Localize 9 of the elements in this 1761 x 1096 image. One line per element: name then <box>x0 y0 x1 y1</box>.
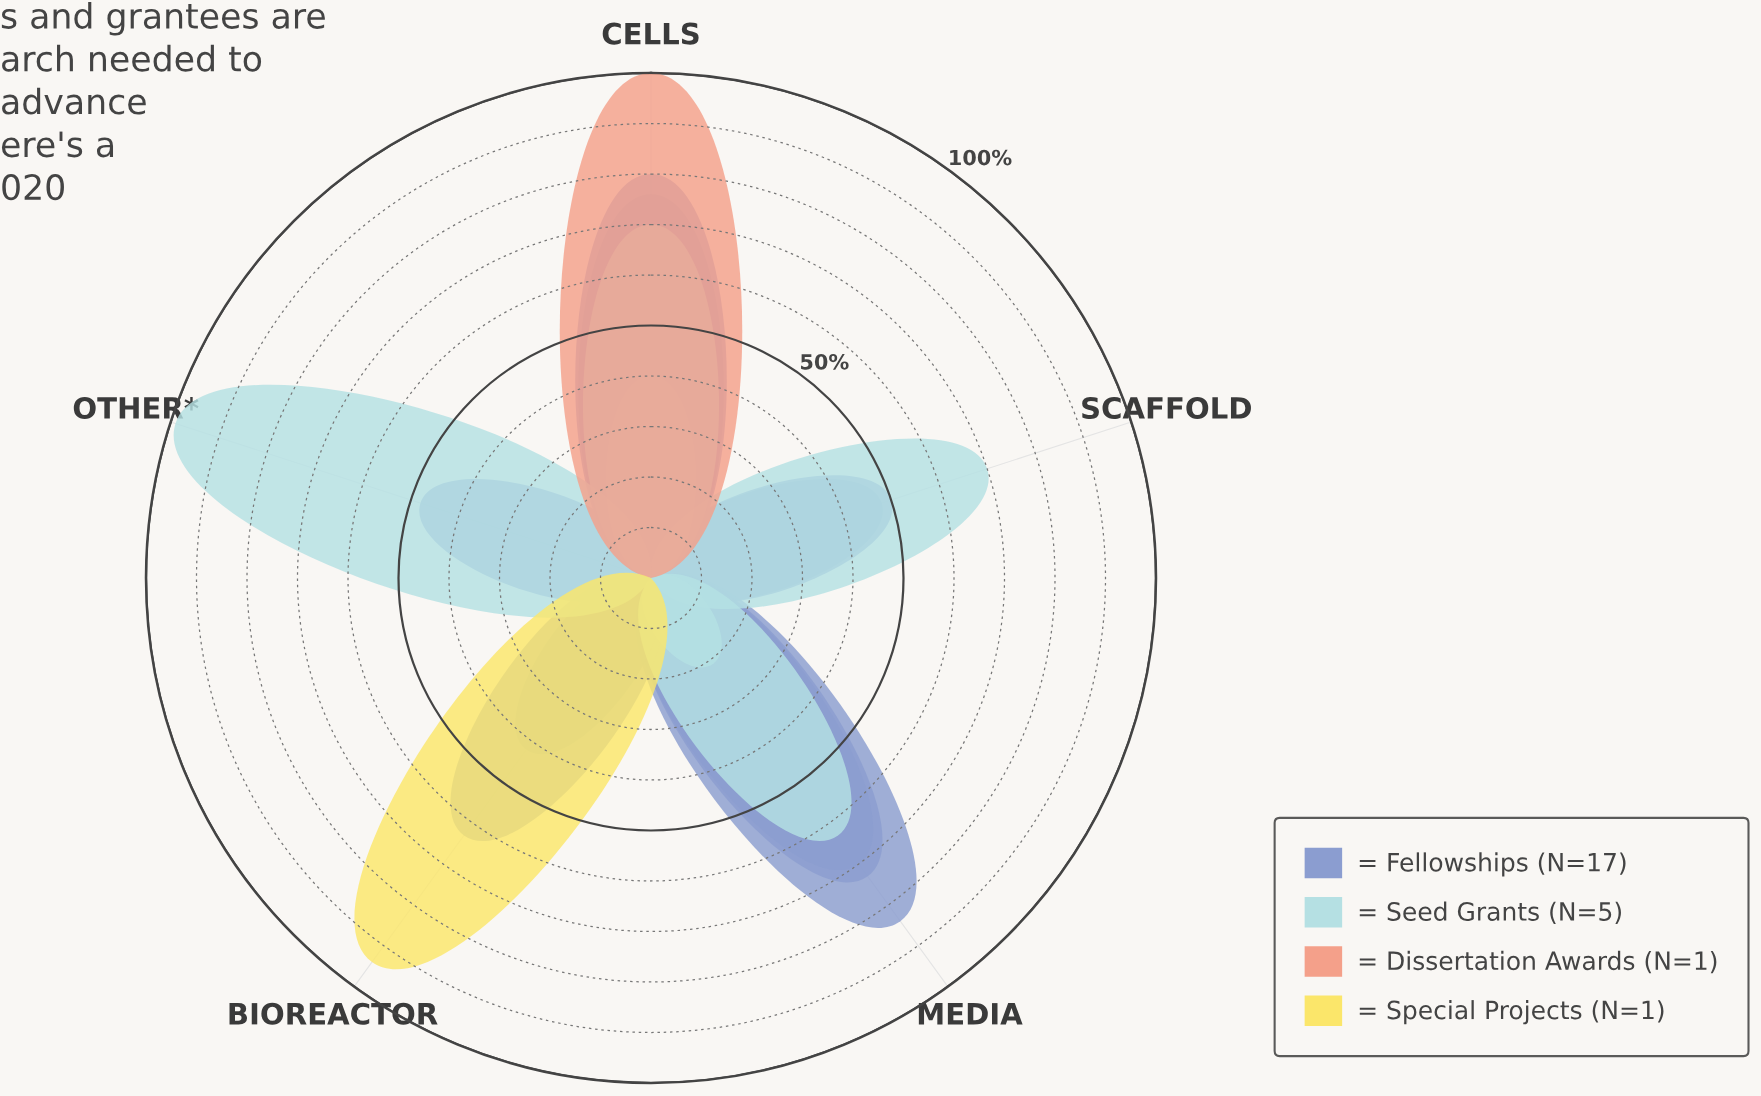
y-tick-label: 100% <box>950 149 1012 166</box>
legend-label: = Special Projects (N=1) <box>1359 1000 1664 1025</box>
spoke-label: CELLS <box>602 22 699 45</box>
legend-label: = Fellowships (N=17) <box>1359 852 1626 877</box>
legend-label: = Dissertation Awards (N=1) <box>1359 950 1717 974</box>
spoke-label: MEDIA <box>918 1003 1023 1025</box>
text: s and grantees are arch needed to advance ere's a 020 <box>1 2 325 201</box>
legend-label: = Seed Grants (N=5) <box>1359 901 1621 924</box>
y-tick-label: 50% <box>801 353 849 370</box>
